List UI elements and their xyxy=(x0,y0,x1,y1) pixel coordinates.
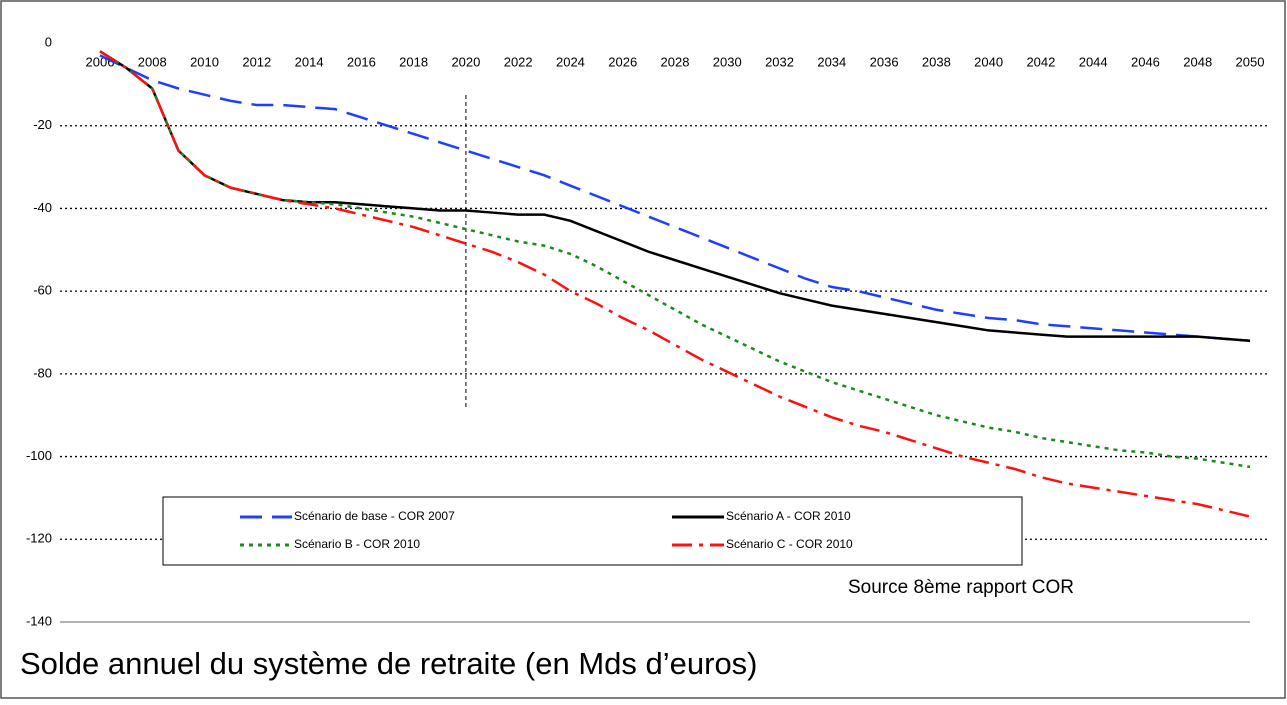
x-tick-label: 2042 xyxy=(1026,54,1055,69)
x-tick-label: 2030 xyxy=(713,54,742,69)
x-tick-label: 2010 xyxy=(190,54,219,69)
x-tick-label: 2008 xyxy=(138,54,167,69)
y-tick-label: -120 xyxy=(26,531,52,546)
legend-label: Scénario C - COR 2010 xyxy=(726,537,853,551)
annotation: Source 8ème rapport COR xyxy=(848,577,1074,598)
x-tick-label: 2048 xyxy=(1183,54,1212,69)
y-tick-label: -80 xyxy=(33,365,52,380)
x-tick-label: 2022 xyxy=(504,54,533,69)
x-tick-label: 2018 xyxy=(399,54,428,69)
chart-title: Solde annuel du système de retraite (en … xyxy=(20,646,758,681)
series-line xyxy=(99,50,1251,518)
y-tick-label: -140 xyxy=(26,613,52,628)
x-tick-label: 2034 xyxy=(817,54,846,69)
x-tick-label: 2014 xyxy=(295,54,324,69)
y-tick-label: -100 xyxy=(26,448,52,463)
y-tick-label: 0 xyxy=(45,34,52,49)
x-tick-label: 2026 xyxy=(608,54,637,69)
x-tick-label: 2040 xyxy=(974,54,1003,69)
x-tick-label: 2044 xyxy=(1079,54,1108,69)
x-tick-label: 2050 xyxy=(1236,54,1265,69)
x-tick-label: 2016 xyxy=(347,54,376,69)
legend-label: Scénario de base - COR 2007 xyxy=(294,509,455,523)
x-tick-label: 2038 xyxy=(922,54,951,69)
x-tick-label: 2032 xyxy=(765,54,794,69)
y-tick-label: -20 xyxy=(33,117,52,132)
y-tick-label: -60 xyxy=(33,283,52,298)
y-tick-label: -40 xyxy=(33,200,52,215)
legend-label: Scénario B - COR 2010 xyxy=(294,537,420,551)
x-tick-label: 2024 xyxy=(556,54,585,69)
x-tick-label: 2020 xyxy=(451,54,480,69)
legend-box xyxy=(162,496,1023,566)
series-line xyxy=(99,54,1251,343)
legend-label: Scénario A - COR 2010 xyxy=(726,509,851,523)
x-tick-label: 2028 xyxy=(661,54,690,69)
x-tick-label: 2036 xyxy=(870,54,899,69)
x-tick-label: 2012 xyxy=(242,54,271,69)
x-tick-label: 2046 xyxy=(1131,54,1160,69)
